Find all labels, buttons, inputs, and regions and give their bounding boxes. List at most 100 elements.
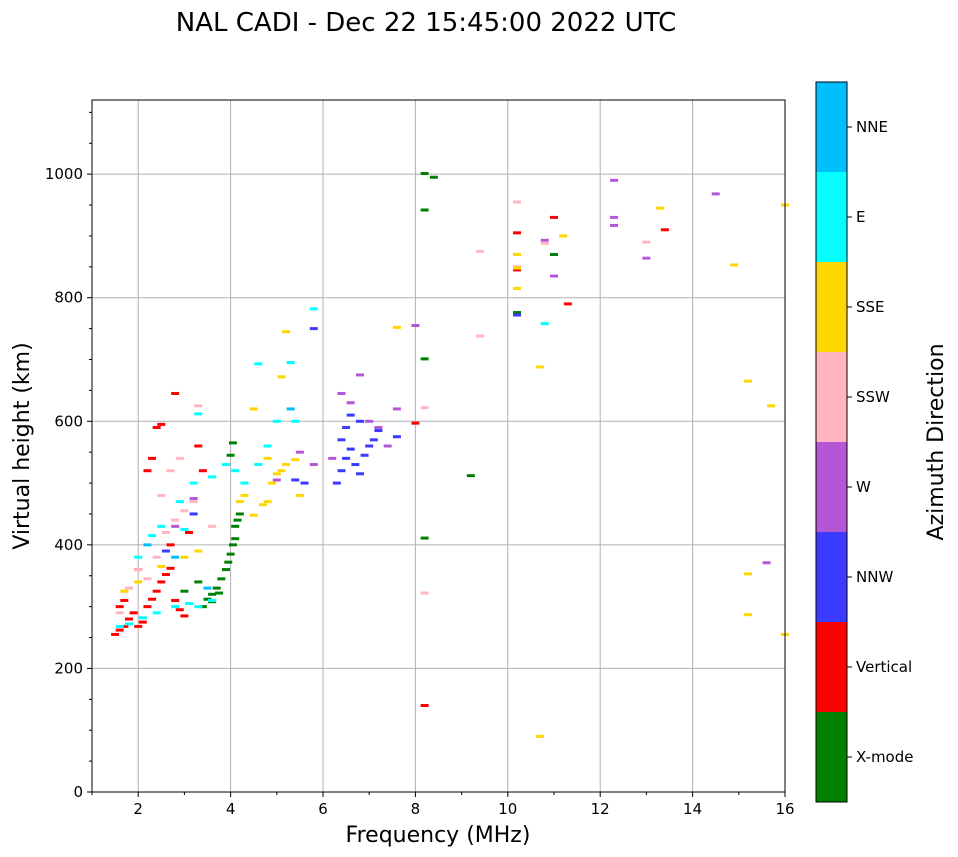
echo-point-X-mode-16: [215, 591, 224, 595]
echo-point-NNW-20: [513, 313, 522, 317]
echo-point-Vertical-10: [157, 580, 166, 584]
echo-point-SSW-1: [124, 586, 133, 590]
echo-point-W-2: [355, 373, 364, 377]
echo-point-NNW-16: [300, 481, 309, 485]
colorbar-label: Azimuth Direction: [924, 343, 949, 540]
echo-point-E-12: [189, 481, 198, 485]
colorbar-label-X-mode: X-mode: [856, 748, 913, 766]
echo-point-E-2: [138, 616, 147, 620]
echo-point-NNW-18: [161, 549, 170, 553]
echo-point-NNW-8: [369, 438, 378, 442]
echo-point-SSW-10: [166, 469, 175, 473]
echo-point-Vertical-3: [124, 617, 133, 621]
echo-point-SSE-8: [258, 503, 267, 507]
echo-point-E-10: [157, 524, 166, 528]
x-tick-label-4: 4: [226, 800, 236, 818]
echo-point-E-17: [254, 463, 263, 467]
echo-point-X-mode-22: [420, 536, 429, 540]
echo-point-SSE-28: [744, 572, 753, 576]
echo-point-W-17: [642, 256, 651, 260]
colorbar-frame: [815, 81, 848, 803]
echo-point-X-mode-13: [194, 580, 203, 584]
echo-point-Vertical-15: [180, 614, 189, 618]
echo-point-SSW-18: [513, 200, 522, 204]
data-points: [111, 172, 789, 738]
echo-point-Vertical-1: [115, 628, 124, 632]
x-tick-label-14: 14: [683, 800, 702, 818]
echo-point-Vertical-31: [513, 268, 522, 272]
echo-point-SSE-27: [767, 404, 776, 408]
echo-point-SSW-3: [143, 577, 152, 581]
echo-point-SSE-26: [744, 379, 753, 383]
echo-point-SSE-9: [263, 500, 272, 504]
echo-point-E-23: [309, 307, 318, 311]
plot-frame: [91, 99, 786, 793]
echo-point-NNW-12: [346, 413, 355, 417]
x-tick-label-12: 12: [591, 800, 610, 818]
echo-point-SSE-15: [282, 330, 291, 334]
echo-point-Vertical-27: [185, 531, 194, 534]
echo-point-W-3: [365, 419, 374, 423]
echo-point-Vertical-9: [152, 589, 161, 593]
echo-point-E-19: [272, 419, 281, 423]
echo-point-NNE-2: [203, 586, 212, 590]
grid-lines: [92, 100, 785, 792]
echo-point-SSE-11: [272, 472, 281, 476]
y-tick-label-0: 0: [73, 783, 83, 801]
echo-point-SSE-29: [744, 613, 753, 617]
echo-point-Vertical-12: [166, 566, 175, 570]
echo-point-Vertical-34: [660, 228, 669, 232]
echo-point-W-19: [762, 561, 771, 565]
echo-point-SSE-13: [282, 463, 291, 467]
echo-point-SSW-15: [420, 591, 429, 595]
echo-point-W-20: [171, 524, 180, 528]
echo-point-Vertical-29: [420, 704, 429, 707]
echo-point-Vertical-4: [129, 611, 138, 615]
echo-point-W-9: [272, 478, 281, 482]
echo-point-NNE-0: [143, 543, 152, 547]
echo-point-W-6: [392, 407, 401, 411]
echo-point-X-mode-8: [228, 543, 237, 547]
echo-point-Vertical-6: [138, 620, 147, 624]
x-tick-label-2: 2: [133, 800, 143, 818]
echo-point-Vertical-19: [157, 422, 166, 426]
echo-point-SSE-1: [134, 580, 143, 584]
colorbar-segment-X-mode: [816, 712, 847, 802]
echo-point-X-mode-21: [420, 357, 429, 361]
echo-point-W-13: [550, 274, 558, 278]
echo-point-NNW-10: [337, 438, 346, 442]
echo-point-Vertical-7: [143, 605, 152, 609]
echo-point-Vertical-22: [148, 456, 157, 460]
plot-area: 2 4 6 8 10 12 14 16 0 200 400 600 800 1000: [45, 99, 795, 818]
echo-point-X-mode-5: [221, 568, 230, 572]
echo-point-NNW-13: [355, 419, 364, 423]
echo-point-X-mode-20: [420, 208, 429, 212]
echo-point-X-mode-18: [228, 441, 237, 445]
echo-point-NNW-11: [342, 425, 351, 429]
echo-point-SSE-18: [513, 252, 522, 256]
echo-point-SSW-7: [180, 509, 189, 513]
echo-point-E-4: [171, 605, 180, 609]
echo-point-SSW-16: [476, 249, 485, 253]
x-tick-label-6: 6: [318, 800, 328, 818]
x-tick-label-8: 8: [411, 800, 421, 818]
echo-point-W-14: [610, 178, 619, 182]
colorbar-segment-NNW: [816, 532, 847, 622]
echo-point-W-7: [328, 456, 337, 460]
echo-point-E-26: [194, 412, 203, 416]
echo-point-X-mode-19: [420, 172, 429, 176]
echo-point-NNW-3: [346, 447, 355, 451]
echo-point-E-13: [208, 475, 217, 479]
plot-background: [92, 100, 785, 792]
echo-point-X-mode-3: [212, 586, 221, 590]
echo-point-W-12: [540, 238, 549, 242]
echo-point-Vertical-8: [148, 597, 157, 601]
echo-point-X-mode-6: [224, 560, 233, 564]
y-tick-label-600: 600: [54, 412, 83, 430]
echo-point-X-mode-23: [466, 474, 475, 478]
echo-point-X-mode-0: [198, 605, 207, 609]
echo-point-SSE-0: [120, 589, 129, 593]
echo-point-SSE-21: [536, 365, 545, 369]
echo-point-Vertical-2: [120, 624, 129, 628]
echo-point-E-18: [263, 444, 272, 448]
